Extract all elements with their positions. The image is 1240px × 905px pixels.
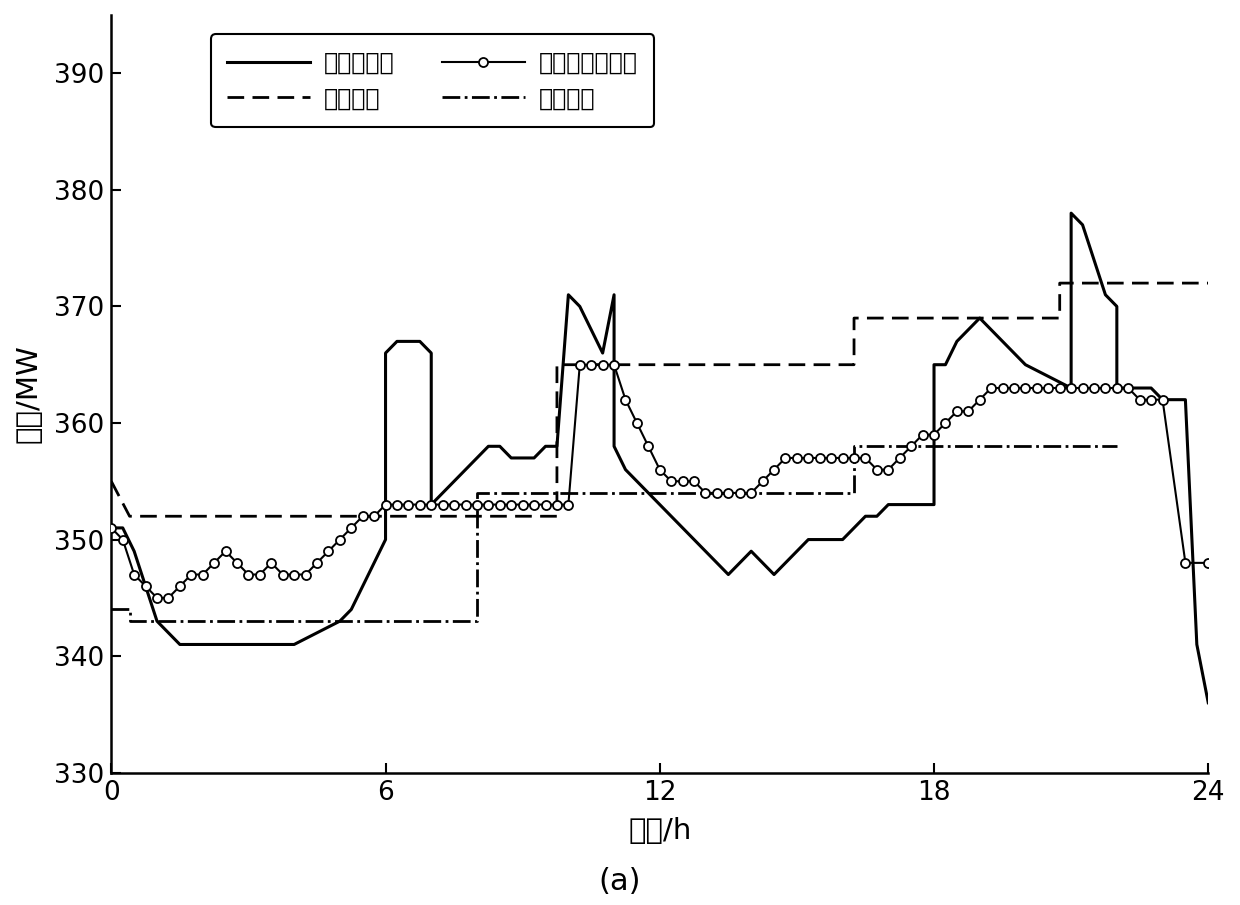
区间下限 bbox=[123, 615, 138, 626]
实测净负荷 bbox=[744, 546, 759, 557]
区间下限 bbox=[470, 615, 485, 626]
区间上限 bbox=[1053, 278, 1068, 289]
Text: (a): (a) bbox=[599, 867, 641, 896]
区间下限 bbox=[1110, 441, 1125, 452]
双时间调峰结果 bbox=[104, 522, 119, 533]
双时间调峰结果 bbox=[573, 359, 588, 370]
双时间调峰结果 bbox=[880, 464, 895, 475]
区间下限 bbox=[470, 488, 485, 499]
Y-axis label: 功率/MW: 功率/MW bbox=[15, 345, 43, 443]
区间上限 bbox=[1132, 278, 1147, 289]
实测净负荷 bbox=[104, 522, 119, 533]
Line: 双时间调峰结果: 双时间调峰结果 bbox=[107, 360, 1213, 603]
双时间调峰结果 bbox=[161, 593, 176, 604]
Line: 实测净负荷: 实测净负荷 bbox=[112, 214, 1208, 703]
区间下限 bbox=[104, 604, 119, 614]
区间下限 bbox=[847, 488, 862, 499]
实测净负荷 bbox=[1200, 698, 1215, 709]
区间上限 bbox=[847, 359, 862, 370]
双时间调峰结果 bbox=[150, 593, 165, 604]
Line: 区间下限: 区间下限 bbox=[112, 446, 1117, 621]
双时间调峰结果 bbox=[926, 429, 941, 440]
区间上限 bbox=[1053, 312, 1068, 323]
区间上限 bbox=[123, 510, 138, 521]
实测净负荷 bbox=[184, 639, 198, 650]
区间上限 bbox=[847, 312, 862, 323]
区间下限 bbox=[123, 604, 138, 614]
区间上限 bbox=[549, 359, 564, 370]
区间下限 bbox=[847, 441, 862, 452]
区间上限 bbox=[549, 510, 564, 521]
Line: 区间上限: 区间上限 bbox=[112, 283, 1208, 516]
实测净负荷 bbox=[950, 336, 965, 347]
双时间调峰结果 bbox=[310, 557, 325, 568]
区间上限 bbox=[1132, 278, 1147, 289]
双时间调峰结果 bbox=[915, 429, 930, 440]
区间上限 bbox=[104, 476, 119, 487]
实测净负荷 bbox=[424, 348, 439, 358]
区间上限 bbox=[123, 510, 138, 521]
Legend: 实测净负荷, 区间上限, 双时间调峰结果, 区间下限: 实测净负荷, 区间上限, 双时间调峰结果, 区间下限 bbox=[211, 34, 655, 128]
X-axis label: 时间/h: 时间/h bbox=[629, 816, 692, 844]
双时间调峰结果 bbox=[858, 452, 873, 463]
实测净负荷 bbox=[663, 510, 678, 521]
双时间调峰结果 bbox=[1200, 557, 1215, 568]
区间上限 bbox=[1200, 278, 1215, 289]
实测净负荷 bbox=[138, 581, 153, 592]
区间下限 bbox=[1110, 441, 1125, 452]
实测净负荷 bbox=[1064, 208, 1079, 219]
